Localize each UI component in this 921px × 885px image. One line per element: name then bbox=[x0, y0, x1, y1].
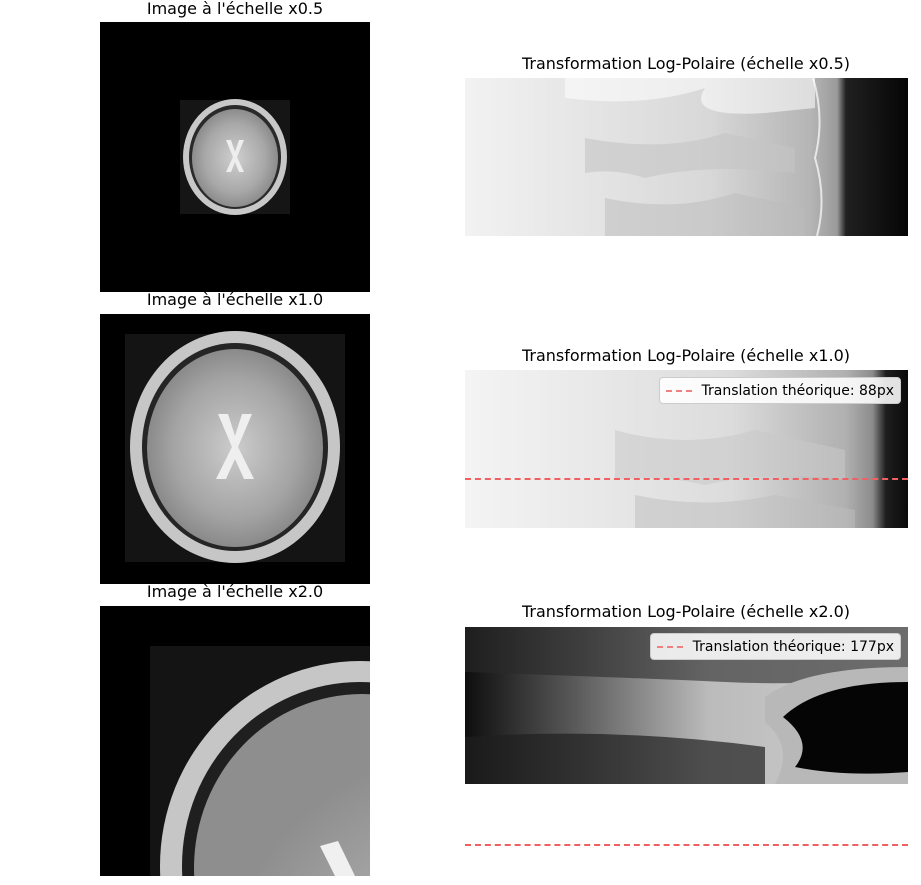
brain-image-x2-0 bbox=[100, 606, 370, 876]
brain-image-x1-0 bbox=[100, 314, 370, 584]
legend-swatch-dashed bbox=[657, 645, 683, 648]
legend-x1-0: Translation théorique: 88px bbox=[659, 377, 901, 404]
logpolar-image-x0-5 bbox=[465, 78, 908, 236]
image-title-x2-0: Image à l'échelle x2.0 bbox=[146, 582, 324, 601]
theoretical-translation-line-x2-0 bbox=[465, 844, 908, 846]
image-title-x0-5: Image à l'échelle x0.5 bbox=[146, 0, 324, 18]
legend-label-x2-0: Translation théorique: 177px bbox=[692, 638, 894, 655]
logpolar-title-x2-0: Transformation Log-Polaire (échelle x2.0… bbox=[521, 602, 851, 621]
logpolar-title-x1-0: Transformation Log-Polaire (échelle x1.0… bbox=[521, 346, 851, 365]
legend-swatch-dashed bbox=[666, 389, 692, 392]
brain-image-x0-5 bbox=[100, 22, 370, 292]
theoretical-translation-line-x1-0 bbox=[465, 478, 908, 480]
legend-x2-0: Translation théorique: 177px bbox=[650, 633, 901, 660]
image-title-x1-0: Image à l'échelle x1.0 bbox=[146, 290, 324, 309]
logpolar-title-x0-5: Transformation Log-Polaire (échelle x0.5… bbox=[521, 54, 851, 73]
legend-label-x1-0: Translation théorique: 88px bbox=[701, 382, 894, 399]
